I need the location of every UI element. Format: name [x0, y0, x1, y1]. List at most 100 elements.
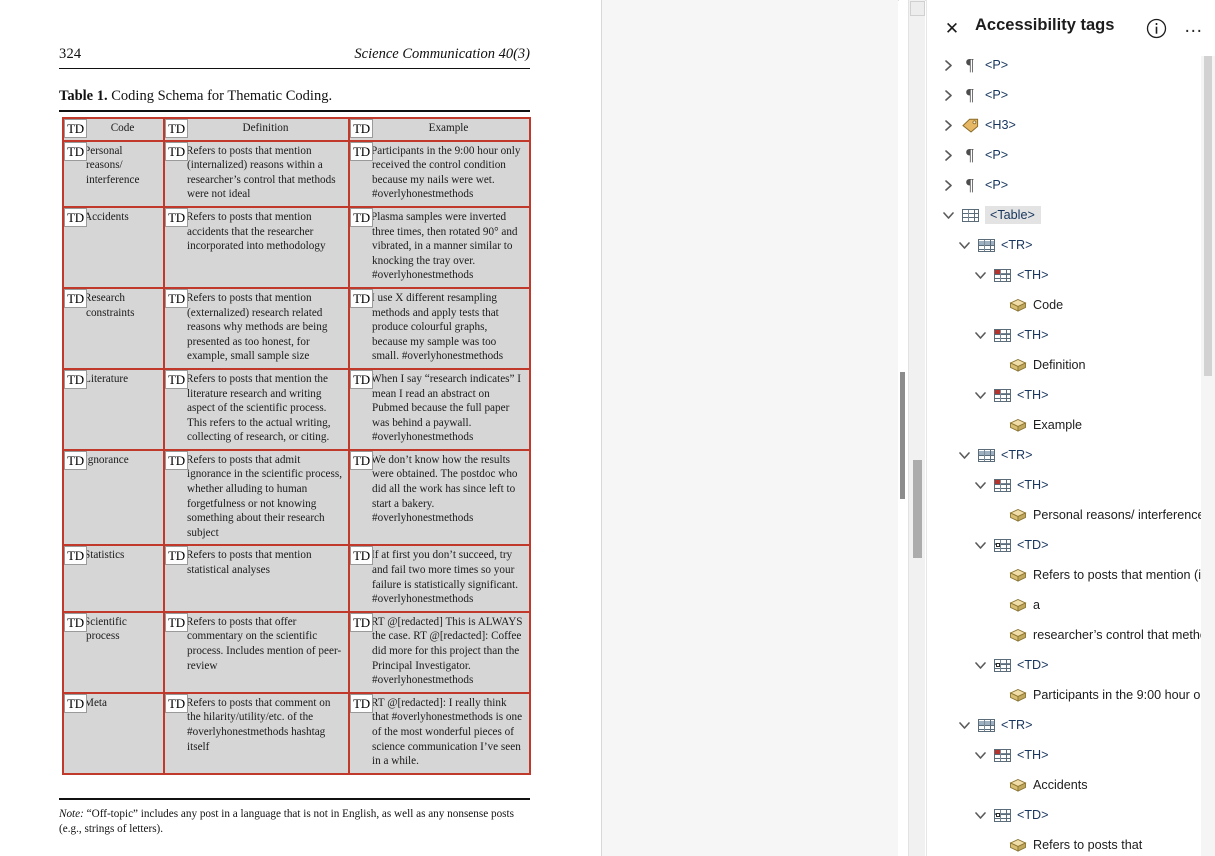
structure-tag-badge[interactable]: TD: [64, 546, 87, 566]
structure-tag-badge[interactable]: TD: [350, 693, 373, 713]
table-cell-code[interactable]: TD Meta: [62, 691, 165, 775]
structure-tag-badge[interactable]: TD: [64, 693, 87, 713]
tag-tree-item[interactable]: <TD>: [927, 650, 1209, 680]
structure-tag-badge[interactable]: TD: [350, 450, 373, 470]
tag-tree-content-item[interactable]: Personal reasons/ interference: [927, 500, 1209, 530]
chevron-down-icon[interactable]: [957, 448, 971, 462]
table-cell-definition[interactable]: TD Refers to posts that offer commentary …: [163, 610, 350, 694]
tag-tree-item[interactable]: ¶ <P>: [927, 170, 1209, 200]
chevron-right-icon[interactable]: [941, 58, 955, 72]
table-cell-code[interactable]: TD Statistics: [62, 544, 165, 613]
close-icon[interactable]: ✕: [944, 19, 960, 38]
tag-tree-content-item[interactable]: Example: [927, 410, 1209, 440]
panel-scrollbar[interactable]: [1201, 56, 1215, 856]
tag-tree-item[interactable]: <TR>: [927, 710, 1209, 740]
tag-tree-content-item[interactable]: a: [927, 590, 1209, 620]
panel-scrollbar-thumb[interactable]: [1204, 56, 1212, 376]
table-cell-code[interactable]: TD Accidents: [62, 205, 165, 289]
chevron-down-icon[interactable]: [973, 538, 987, 552]
table-cell-example[interactable]: TD Participants in the 9:00 hour only rec…: [348, 139, 531, 208]
chevron-down-icon[interactable]: [973, 268, 987, 282]
structure-tag-badge[interactable]: TD: [165, 288, 188, 308]
tag-tree-item[interactable]: ¶ <P>: [927, 80, 1209, 110]
overflow-menu-icon[interactable]: …: [1183, 16, 1205, 37]
table-cell-definition[interactable]: TD Refers to posts that mention accidents…: [163, 205, 350, 289]
structure-tag-badge[interactable]: TD: [165, 369, 188, 389]
table-header-cell-definition[interactable]: TD Definition: [163, 117, 350, 142]
tag-tree-item[interactable]: <TH>: [927, 260, 1209, 290]
tag-tree-item[interactable]: <TD>: [927, 800, 1209, 830]
scroll-up-button[interactable]: [910, 1, 925, 16]
chevron-down-icon[interactable]: [973, 808, 987, 822]
tag-tree-item[interactable]: <TH>: [927, 380, 1209, 410]
table-cell-code[interactable]: TD Literature: [62, 367, 165, 451]
structure-tag-badge[interactable]: TD: [165, 612, 188, 632]
table-cell-definition[interactable]: TD Refers to posts that mention statistic…: [163, 544, 350, 613]
tag-tree-content-item[interactable]: Refers to posts that mention (int: [927, 560, 1209, 590]
structure-tag-badge[interactable]: TD: [350, 288, 373, 308]
chevron-down-icon[interactable]: [973, 748, 987, 762]
structure-tag-badge[interactable]: TD: [64, 612, 87, 632]
table-cell-definition[interactable]: TD Refers to posts that mention (external…: [163, 286, 350, 370]
structure-tag-badge[interactable]: TD: [64, 450, 87, 470]
table-cell-code[interactable]: TD Scientific process: [62, 610, 165, 694]
chevron-down-icon[interactable]: [957, 718, 971, 732]
chevron-right-icon[interactable]: [941, 148, 955, 162]
page-scrollbar[interactable]: [899, 0, 908, 856]
tag-tree-item[interactable]: <TR>: [927, 230, 1209, 260]
tag-tree-item[interactable]: ¶ <P>: [927, 50, 1209, 80]
chevron-right-icon[interactable]: [941, 88, 955, 102]
table-cell-example[interactable]: TD When I say “research indicates” I mean…: [348, 367, 531, 451]
tag-tree-content-item[interactable]: Code: [927, 290, 1209, 320]
table-cell-example[interactable]: TD I use X different resampling methods a…: [348, 286, 531, 370]
tag-tree-item[interactable]: <TH>: [927, 740, 1209, 770]
structure-tag-badge[interactable]: TD: [350, 207, 373, 227]
table-cell-definition[interactable]: TD Refers to posts that mention the liter…: [163, 367, 350, 451]
structure-tag-badge[interactable]: TD: [165, 546, 188, 566]
table-header-cell-code[interactable]: TD Code: [62, 117, 165, 142]
tag-tree-item[interactable]: <TH>: [927, 320, 1209, 350]
structure-tag-badge[interactable]: TD: [165, 141, 188, 161]
viewer-scrollbar-thumb[interactable]: [913, 460, 922, 558]
table-cell-code[interactable]: TD Ignorance: [62, 448, 165, 547]
tag-tree-item[interactable]: ¶ <P>: [927, 140, 1209, 170]
info-icon[interactable]: [1146, 18, 1167, 39]
structure-tag-badge[interactable]: TD: [64, 288, 87, 308]
structure-tag-badge[interactable]: TD: [350, 546, 373, 566]
structure-tag-badge[interactable]: TD: [350, 612, 373, 632]
table-cell-code[interactable]: TD Personal reasons/ interference: [62, 139, 165, 208]
chevron-down-icon[interactable]: [973, 388, 987, 402]
tag-tree-content-item[interactable]: researcher’s control that methoc: [927, 620, 1209, 650]
table-cell-definition[interactable]: TD Refers to posts that mention (internal…: [163, 139, 350, 208]
table-cell-code[interactable]: TD Research constraints: [62, 286, 165, 370]
tag-tree-item[interactable]: <Table>: [927, 200, 1209, 230]
tag-tree-content-item[interactable]: Accidents: [927, 770, 1209, 800]
structure-tag-badge[interactable]: TD: [64, 141, 87, 161]
tag-tree-item[interactable]: <H3>: [927, 110, 1209, 140]
tag-tree-content-item[interactable]: Refers to posts that: [927, 830, 1209, 856]
chevron-right-icon[interactable]: [941, 178, 955, 192]
structure-tag-badge[interactable]: TD: [165, 119, 188, 138]
chevron-down-icon[interactable]: [973, 658, 987, 672]
structure-tag-badge[interactable]: TD: [350, 369, 373, 389]
structure-tag-badge[interactable]: TD: [64, 119, 87, 138]
chevron-right-icon[interactable]: [941, 118, 955, 132]
table-cell-example[interactable]: TD Plasma samples were inverted three tim…: [348, 205, 531, 289]
structure-tag-badge[interactable]: TD: [165, 207, 188, 227]
structure-tag-badge[interactable]: TD: [64, 207, 87, 227]
structure-tag-badge[interactable]: TD: [64, 369, 87, 389]
tag-tree-content-item[interactable]: Definition: [927, 350, 1209, 380]
table-cell-definition[interactable]: TD Refers to posts that comment on the hi…: [163, 691, 350, 775]
tag-tree-item[interactable]: <TH>: [927, 470, 1209, 500]
table-cell-definition[interactable]: TD Refers to posts that admit ignorance i…: [163, 448, 350, 547]
chevron-down-icon[interactable]: [973, 478, 987, 492]
chevron-down-icon[interactable]: [973, 328, 987, 342]
structure-tag-badge[interactable]: TD: [165, 450, 188, 470]
table-header-cell-example[interactable]: TD Example: [348, 117, 531, 142]
structure-tag-badge[interactable]: TD: [350, 119, 373, 138]
chevron-down-icon[interactable]: [957, 238, 971, 252]
structure-tag-badge[interactable]: TD: [350, 141, 373, 161]
table-cell-example[interactable]: TD RT @[redacted] This is ALWAYS the case…: [348, 610, 531, 694]
chevron-down-icon[interactable]: [941, 208, 955, 222]
table-cell-example[interactable]: TD RT @[redacted]: I really think that #o…: [348, 691, 531, 775]
